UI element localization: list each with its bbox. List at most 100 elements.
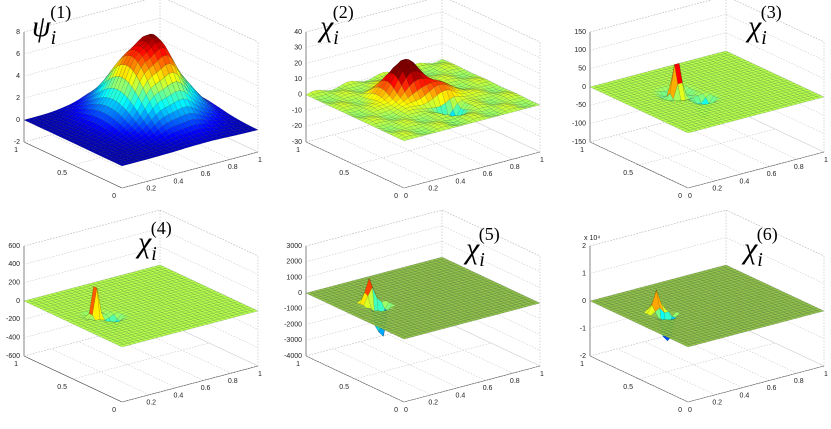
y-tick-label: 0.5 bbox=[339, 384, 349, 391]
z-tick-label: -100 bbox=[572, 121, 586, 128]
surface-cell bbox=[416, 66, 425, 75]
x-tick-label: 0.2 bbox=[428, 400, 438, 407]
z-tick-label: 10 bbox=[294, 76, 302, 83]
surface-cell bbox=[472, 117, 482, 122]
surface bbox=[305, 256, 541, 340]
surface-cell bbox=[416, 130, 426, 134]
z-tick-label: 2 bbox=[16, 95, 20, 102]
surface-cell bbox=[106, 154, 116, 158]
x-tick-label: 0.6 bbox=[767, 385, 777, 392]
surface-cell bbox=[197, 92, 206, 101]
surface-cell bbox=[413, 128, 422, 133]
surface-cell bbox=[380, 121, 389, 126]
surface-cell bbox=[422, 108, 431, 112]
surface-cell bbox=[379, 115, 389, 119]
surface-cell bbox=[95, 152, 105, 156]
surface-cell bbox=[66, 138, 75, 142]
surface-cell bbox=[135, 140, 144, 146]
surface-cell bbox=[506, 90, 514, 93]
surface-cell bbox=[407, 94, 417, 103]
surface-cell bbox=[339, 89, 348, 91]
grid-line bbox=[638, 128, 776, 166]
x-tick-label: 0.4 bbox=[740, 392, 750, 399]
surface-cell bbox=[133, 132, 142, 139]
surface-cell bbox=[72, 141, 82, 145]
surface-cell bbox=[413, 134, 423, 138]
z-tick-label: 0 bbox=[298, 92, 302, 99]
surface-cell bbox=[441, 125, 450, 131]
z-tick-label: 30 bbox=[294, 45, 302, 52]
surface-cell bbox=[161, 130, 170, 138]
surface-cell bbox=[118, 163, 127, 167]
grid-line bbox=[589, 14, 825, 61]
surface-cell bbox=[125, 133, 134, 139]
x-tick-label: 1 bbox=[824, 371, 828, 378]
surface-plot: 3000200010000-1000-2000-3000-400000.20.4… bbox=[284, 209, 544, 414]
surface-cell bbox=[212, 116, 221, 121]
panel-label: χi(2) bbox=[317, 2, 354, 49]
z-tick-label: 2 bbox=[582, 243, 586, 250]
surface-cell bbox=[436, 76, 445, 81]
surface-cell bbox=[86, 136, 95, 141]
surface-cell bbox=[483, 97, 492, 102]
z-tick-label: 6 bbox=[16, 51, 20, 58]
surface-cell bbox=[97, 104, 106, 112]
surface-cell bbox=[638, 82, 648, 86]
surface-cell bbox=[115, 161, 124, 165]
panel-label: χi(5) bbox=[463, 224, 500, 271]
surface-cell bbox=[400, 91, 409, 102]
x-tick-label: 0 bbox=[688, 193, 692, 200]
surface-cell bbox=[328, 103, 338, 108]
surface-cell bbox=[415, 115, 424, 120]
surface-cell bbox=[333, 91, 343, 96]
surface-cell bbox=[360, 113, 370, 117]
surface-cell bbox=[428, 63, 437, 65]
surface-cell bbox=[473, 75, 482, 78]
surface-cell bbox=[406, 117, 415, 120]
surface-cell bbox=[72, 102, 81, 106]
surface-cell bbox=[428, 127, 438, 132]
z-tick-label: -20 bbox=[292, 123, 302, 130]
surface-cell bbox=[427, 131, 437, 134]
surface-cell bbox=[308, 94, 318, 99]
surface-cell bbox=[99, 143, 108, 147]
x-tick-label: 1 bbox=[824, 157, 828, 164]
surface-cell bbox=[428, 121, 437, 124]
surface-cell bbox=[335, 97, 345, 101]
x-tick-label: 0.4 bbox=[456, 178, 466, 185]
grid-line bbox=[414, 326, 513, 374]
surface-cell bbox=[126, 153, 136, 157]
surface-cell bbox=[67, 135, 76, 139]
label-sub: i bbox=[151, 243, 157, 265]
label-sup: (2) bbox=[333, 2, 354, 23]
grid-line bbox=[687, 151, 825, 189]
surface-cell bbox=[75, 112, 84, 118]
surface-cell bbox=[159, 151, 168, 156]
surface-cell bbox=[407, 63, 416, 73]
surface-cell bbox=[491, 115, 500, 118]
surface-cell bbox=[470, 78, 480, 84]
panel-label: χi(4) bbox=[135, 218, 172, 265]
z-tick-label: -30 bbox=[292, 139, 302, 146]
surface-cell bbox=[31, 118, 41, 122]
z-tick-label: -600 bbox=[6, 353, 20, 360]
y-tick-label: 0.5 bbox=[57, 170, 67, 177]
surface-cell bbox=[480, 91, 490, 95]
y-tick-label: 0 bbox=[112, 407, 116, 414]
grid-line bbox=[121, 151, 259, 189]
x-tick-label: 1 bbox=[540, 157, 544, 164]
surface-cell bbox=[26, 120, 36, 124]
surface-cell bbox=[187, 125, 196, 132]
surface bbox=[23, 264, 259, 348]
surface-cell bbox=[496, 103, 505, 106]
surface-cell bbox=[715, 61, 725, 65]
surface-cell bbox=[325, 103, 334, 106]
surface-cell bbox=[385, 129, 394, 132]
x-tick-label: 0.6 bbox=[201, 171, 211, 178]
z-tick-label: -2 bbox=[580, 353, 586, 360]
label-symbol: χ bbox=[135, 226, 152, 259]
x-tick-label: 0.8 bbox=[794, 378, 804, 385]
surface-cell bbox=[63, 114, 73, 119]
